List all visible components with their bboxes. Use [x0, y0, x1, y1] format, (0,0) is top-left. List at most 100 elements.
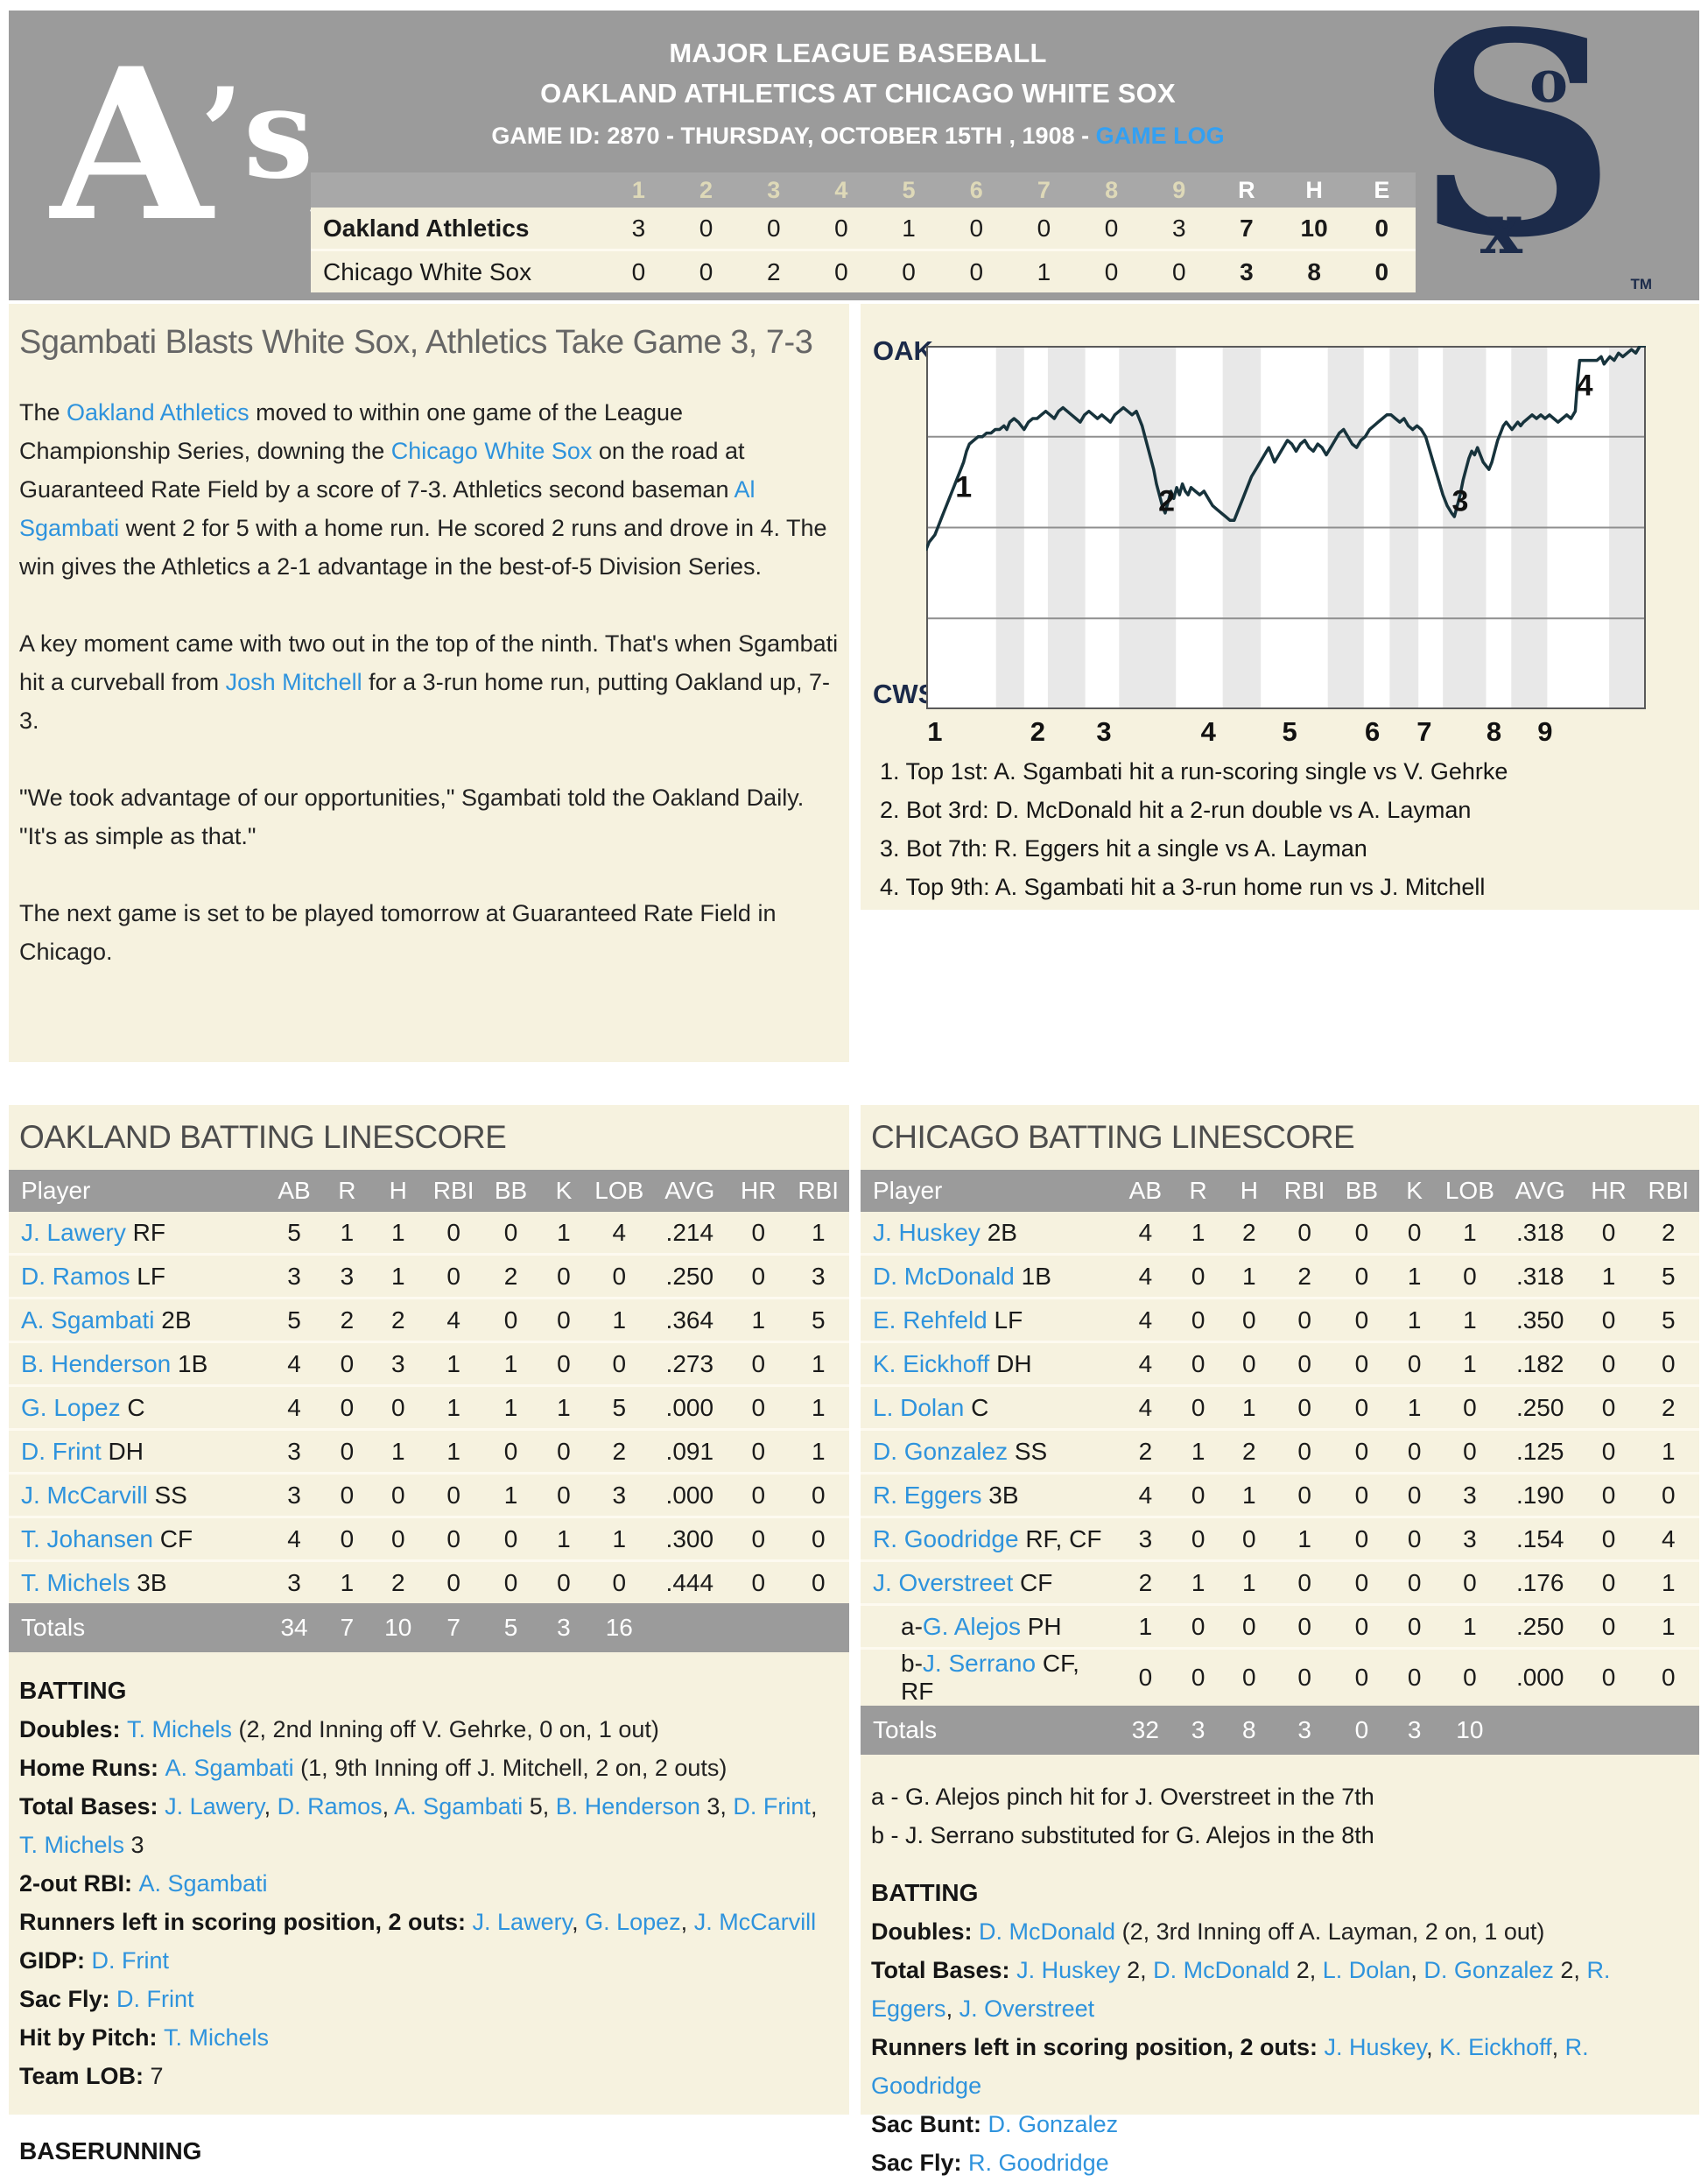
- player-link[interactable]: K. Eickhoff: [873, 1349, 990, 1377]
- stat-value: 0: [1407, 1218, 1422, 1246]
- linescore-col-header: 8: [1078, 172, 1146, 208]
- player-link[interactable]: Chicago White Sox: [390, 438, 593, 464]
- player-link[interactable]: J. Lawery: [21, 1218, 126, 1246]
- player-link[interactable]: J. McCarvill: [21, 1481, 148, 1509]
- player-link[interactable]: L. Dolan: [873, 1393, 965, 1421]
- stat-value: 0: [1333, 1341, 1390, 1386]
- player-link[interactable]: A. Sgambati: [138, 1870, 268, 1897]
- text-segment: ,: [945, 1995, 959, 2022]
- text-segment: Doubles:: [871, 1918, 980, 1945]
- stat-value: 1: [1438, 1297, 1501, 1342]
- player-link[interactable]: A. Sgambati: [394, 1793, 524, 1820]
- substitution-prefix: b-: [901, 1650, 923, 1677]
- player-link[interactable]: R. Eggers: [873, 1481, 982, 1509]
- player-link[interactable]: T. Michels: [127, 1716, 233, 1742]
- player-link[interactable]: D. Frint: [21, 1437, 102, 1465]
- linescore-team-row: Chicago White Sox 0 0 2 0 0 0 1 0 0 3 8 0: [311, 249, 1416, 292]
- player-link[interactable]: G. Lopez: [585, 1909, 681, 1935]
- player-link[interactable]: B. Henderson: [555, 1793, 700, 1820]
- player-link[interactable]: D. Gonzalez: [873, 1437, 1009, 1465]
- player-position: CF, RF: [901, 1650, 1079, 1705]
- player-link[interactable]: D. Gonzalez: [1423, 1957, 1554, 1983]
- player-link[interactable]: L. Dolan: [1322, 1957, 1411, 1983]
- batter-cell: A. Sgambati 2B: [9, 1297, 266, 1342]
- stat-value: 1: [1389, 1384, 1439, 1430]
- win-probability-svg: [924, 344, 1648, 709]
- totals-value: [1579, 1706, 1638, 1755]
- player-link[interactable]: D. Ramos: [277, 1793, 383, 1820]
- stat-value: 1: [1637, 1603, 1699, 1649]
- player-link[interactable]: J. Lawery: [165, 1793, 264, 1820]
- player-link[interactable]: R. Goodridge: [873, 1524, 1019, 1552]
- player-link[interactable]: R. Eggers: [871, 1957, 1611, 2022]
- text-segment: ,: [810, 1793, 818, 1820]
- inning-tick-label: 3: [1096, 716, 1112, 747]
- stat-value: 0: [424, 1472, 483, 1517]
- stat-value: 5: [287, 1218, 301, 1246]
- player-link[interactable]: D. Ramos: [21, 1262, 130, 1290]
- win-probability-chart: 1 2 3 4: [924, 344, 1648, 709]
- text-segment: 2-out RBI:: [19, 1870, 139, 1897]
- stat-value: 5: [265, 1297, 323, 1342]
- batting-col-header: BB: [482, 1170, 539, 1212]
- player-link[interactable]: D. Gonzalez: [988, 2111, 1119, 2137]
- player-link[interactable]: T. Johansen: [21, 1524, 153, 1552]
- stat-value: 0: [787, 1472, 849, 1517]
- player-link[interactable]: J. Huskey: [1324, 2034, 1427, 2060]
- player-link[interactable]: D. McDonald: [1153, 1957, 1290, 1983]
- player-link[interactable]: A. Sgambati: [165, 1755, 294, 1781]
- player-link[interactable]: D. Frint: [733, 1793, 811, 1820]
- stat-value: 0: [1579, 1297, 1638, 1342]
- player-link[interactable]: J. Huskey: [1016, 1957, 1121, 1983]
- player-link[interactable]: T. Michels: [21, 1568, 130, 1596]
- player-link[interactable]: J. Overstreet: [959, 1995, 1095, 2022]
- stat-value: .125: [1501, 1428, 1580, 1474]
- player-link[interactable]: D. Frint: [91, 1947, 170, 1974]
- player-link[interactable]: D. McDonald: [873, 1262, 1015, 1290]
- player-link[interactable]: G. Lopez: [21, 1393, 121, 1421]
- player-link[interactable]: A. Sgambati: [21, 1306, 155, 1334]
- batting-col-header: H: [371, 1170, 425, 1212]
- text-segment: ,: [382, 1793, 395, 1820]
- player-link[interactable]: J. Huskey: [873, 1218, 981, 1246]
- player-link[interactable]: T. Michels: [164, 2024, 270, 2051]
- stat-value: 1: [424, 1428, 483, 1474]
- game-log-link[interactable]: GAME LOG: [1095, 123, 1225, 149]
- player-position: CF: [153, 1524, 193, 1552]
- player-link[interactable]: Al Sgambati: [19, 476, 756, 541]
- batter-row: J. Lawery RF 5 1 1 0 0 1 4 .214 0 1: [9, 1212, 849, 1255]
- player-link[interactable]: Oakland Athletics: [67, 399, 250, 426]
- inning-runs: 0: [942, 249, 1010, 292]
- batter-cell: B. Henderson 1B: [9, 1341, 266, 1386]
- article-headline: Sgambati Blasts White Sox, Athletics Tak…: [19, 324, 813, 361]
- stat-value: .176: [1501, 1559, 1580, 1605]
- stat-value: 4: [612, 1218, 627, 1246]
- player-link[interactable]: J. McCarvill: [693, 1909, 817, 1935]
- player-link[interactable]: J. Serrano: [922, 1650, 1037, 1677]
- batting-note: Doubles: D. McDonald (2, 3rd Inning off …: [871, 1912, 1689, 1951]
- player-link[interactable]: G. Alejos: [922, 1612, 1021, 1640]
- player-link[interactable]: D. McDonald: [979, 1918, 1116, 1945]
- moment-marker: 4: [1576, 369, 1593, 403]
- player-link[interactable]: J. Lawery: [472, 1909, 573, 1935]
- text-segment: ,: [1410, 1957, 1424, 1983]
- text-segment: Total Bases:: [871, 1957, 1017, 1983]
- player-link[interactable]: D. Frint: [116, 1986, 194, 2012]
- player-link[interactable]: B. Henderson: [21, 1349, 172, 1377]
- text-segment: Runners left in scoring position, 2 outs…: [871, 2034, 1325, 2060]
- player-link[interactable]: R. Goodridge: [968, 2150, 1109, 2176]
- batting-note: Home Runs: A. Sgambati (1, 9th Inning of…: [19, 1749, 839, 1787]
- stat-value: .154: [1501, 1516, 1580, 1561]
- stat-value: 0: [1579, 1603, 1638, 1649]
- player-link[interactable]: K. Eickhoff: [1439, 2034, 1552, 2060]
- player-link[interactable]: T. Michels: [19, 1832, 125, 1858]
- stat-value: 0: [1333, 1253, 1390, 1299]
- stat-value: 0: [1579, 1472, 1638, 1517]
- player-link[interactable]: R. Goodridge: [871, 2034, 1589, 2099]
- stat-value: 1: [1463, 1218, 1477, 1246]
- player-link[interactable]: J. Overstreet: [873, 1568, 1014, 1596]
- player-link[interactable]: Josh Mitchell: [225, 669, 362, 695]
- player-link[interactable]: E. Rehfeld: [873, 1306, 988, 1334]
- chicago-batting-section: CHICAGO BATTING LINESCORE Player AB R H RBI B…: [861, 1105, 1699, 2176]
- batting-col-header: AB: [1117, 1170, 1174, 1212]
